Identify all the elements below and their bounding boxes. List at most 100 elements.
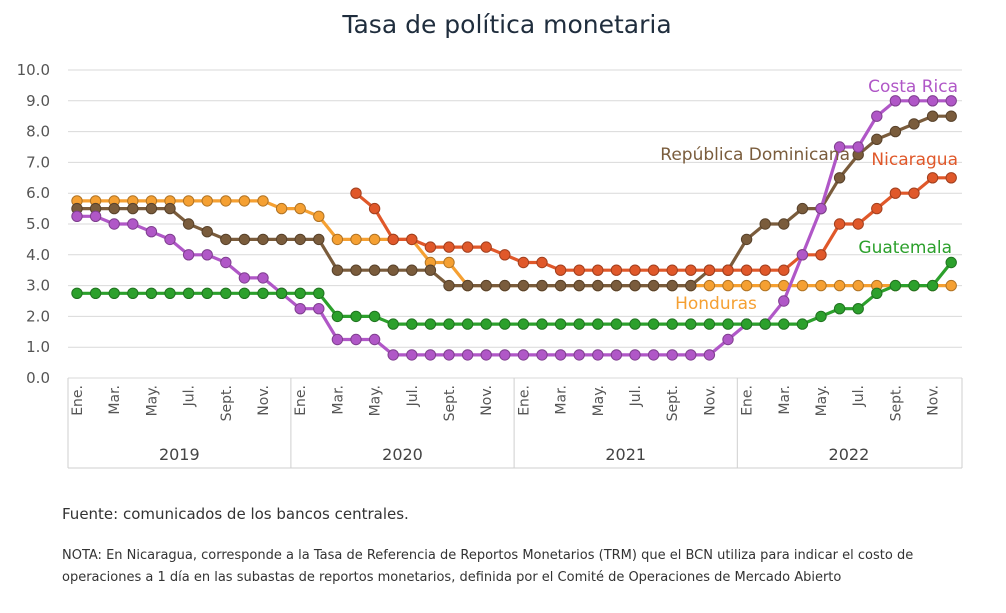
data-point <box>722 333 734 346</box>
data-point <box>647 349 660 361</box>
data-point <box>461 349 474 361</box>
data-point <box>703 279 716 292</box>
x-tick-label: Sept. <box>888 385 904 421</box>
data-point <box>554 264 567 276</box>
data-point <box>201 249 213 261</box>
data-point <box>443 241 455 253</box>
y-tick-label: 4.0 <box>26 246 50 264</box>
data-point <box>313 287 325 299</box>
series-labels: Honduras República Dominicana Nicaragua Cos… <box>660 77 958 314</box>
y-tick-label: 10.0 <box>17 61 50 79</box>
data-point <box>852 218 864 230</box>
data-point <box>610 279 623 292</box>
data-point <box>536 256 548 269</box>
data-point <box>647 318 660 330</box>
data-point <box>127 202 139 215</box>
data-point <box>517 256 530 269</box>
data-point <box>852 303 864 315</box>
data-point <box>461 241 474 253</box>
x-tick-label: May. <box>591 385 607 416</box>
data-point <box>610 264 623 276</box>
data-point <box>350 233 362 246</box>
data-point <box>480 349 492 361</box>
data-point <box>759 279 771 292</box>
data-point <box>294 233 306 246</box>
y-tick-label: 7.0 <box>26 153 50 171</box>
data-point <box>71 287 83 299</box>
data-point <box>108 218 120 230</box>
data-point <box>313 233 325 246</box>
data-point <box>443 349 455 361</box>
data-point <box>387 349 399 361</box>
data-point <box>517 279 530 292</box>
data-point <box>926 172 939 184</box>
data-point <box>182 249 195 261</box>
data-point <box>164 233 176 246</box>
data-point <box>592 279 604 292</box>
year-label: 2019 <box>159 445 200 464</box>
data-point <box>833 218 846 230</box>
data-point <box>815 249 827 261</box>
data-point <box>926 95 939 107</box>
data-point <box>461 318 474 330</box>
x-tick-label: Nov. <box>926 385 942 416</box>
data-point <box>220 195 232 207</box>
year-label: 2020 <box>382 445 423 464</box>
source-note: Fuente: comunicados de los bancos centra… <box>62 505 409 523</box>
data-point <box>499 349 511 361</box>
x-tick-label: Sept. <box>442 385 458 421</box>
data-point <box>424 241 437 253</box>
data-point <box>703 349 716 361</box>
data-point <box>889 279 902 292</box>
data-point <box>127 218 139 230</box>
series-label: Costa Rica <box>868 77 958 97</box>
data-point <box>685 279 697 292</box>
data-point <box>685 318 697 330</box>
series-label: Guatemala <box>858 238 952 258</box>
year-label: 2021 <box>605 445 646 464</box>
y-tick-label: 5.0 <box>26 215 50 233</box>
data-point <box>778 264 790 276</box>
data-point <box>220 233 232 246</box>
data-point <box>424 318 437 330</box>
data-point <box>461 279 474 292</box>
data-point <box>89 210 102 223</box>
data-point <box>740 279 753 292</box>
data-point <box>629 264 641 276</box>
series-1 <box>71 110 957 292</box>
data-point <box>350 310 362 323</box>
data-point <box>480 279 492 292</box>
data-point <box>127 287 139 299</box>
data-point <box>201 287 213 299</box>
data-point <box>945 110 957 122</box>
x-tick-label: Ene. <box>516 385 532 416</box>
data-point <box>499 318 511 330</box>
data-point <box>554 279 567 292</box>
data-point <box>313 210 325 223</box>
data-point <box>889 125 902 138</box>
y-tick-label: 9.0 <box>26 92 50 110</box>
data-point <box>145 287 158 299</box>
data-point <box>331 264 344 276</box>
data-point <box>592 349 604 361</box>
data-point <box>406 233 418 246</box>
x-axis: Ene. Mar. May. Jul. Sept. Nov. 2019 Ene. Mar. May… <box>67 378 963 469</box>
data-point <box>889 187 902 199</box>
data-point <box>257 195 269 207</box>
chart: Tasa de política monetaria 0.0 1.0 2.0 3.0 4… <box>17 10 963 469</box>
data-point <box>368 202 381 215</box>
series-lines <box>71 95 957 361</box>
data-point <box>778 295 790 307</box>
data-point <box>536 279 548 292</box>
data-point <box>406 349 418 361</box>
series-label: Honduras <box>675 294 757 314</box>
data-point <box>945 95 957 107</box>
x-tick-label: Ene. <box>293 385 309 416</box>
x-tick-label: Ene. <box>740 385 756 416</box>
series-label: República Dominicana <box>660 145 850 165</box>
data-point <box>573 264 585 276</box>
data-point <box>424 349 437 361</box>
data-point <box>275 287 288 299</box>
data-point <box>666 279 678 292</box>
data-point <box>517 349 530 361</box>
